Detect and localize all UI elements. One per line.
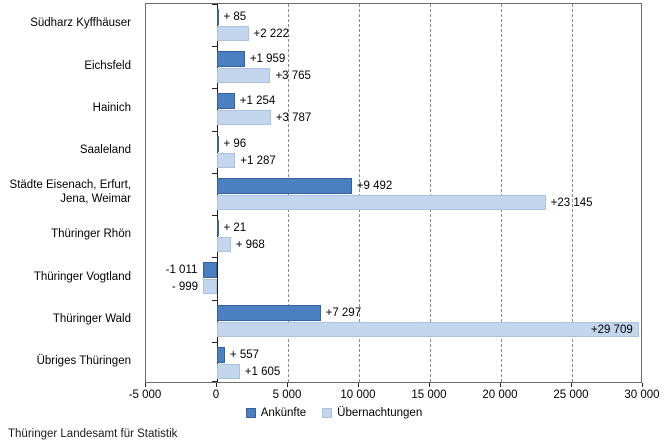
value-label: +1 287	[240, 154, 276, 167]
zero-axis-tick	[212, 215, 217, 217]
category-label: Hainich	[0, 87, 131, 129]
value-label: +29 709	[590, 323, 633, 336]
x-tick-label: 0	[212, 389, 220, 401]
value-label: + 96	[223, 137, 247, 150]
value-label: +9 492	[356, 179, 393, 192]
value-label: + 21	[223, 222, 247, 235]
value-label: + 557	[229, 348, 260, 361]
legend-label-uebernachtungen: Übernachtungen	[337, 407, 423, 419]
y-axis-labels: Südharz Kyffhäuser Eichsfeld Hainich Saalel…	[0, 3, 131, 383]
bar-ankünfte-0	[217, 9, 219, 25]
bar-übernachtungen-2	[217, 110, 271, 126]
category-label-line: Eichsfeld	[84, 59, 131, 72]
category-label: Übriges Thüringen	[0, 341, 131, 383]
bar-ankünfte-8	[217, 346, 225, 363]
gridline	[430, 4, 431, 382]
value-label: +3 765	[275, 70, 311, 83]
gridline	[501, 4, 502, 382]
x-axis-tick	[358, 383, 359, 387]
bar-übernachtungen-4	[217, 194, 546, 210]
category-label: Städte Eisenach, Erfurt, Jena, Weimar	[0, 172, 131, 214]
zero-axis-tick	[212, 341, 217, 343]
zero-axis-tick	[212, 130, 217, 132]
legend-swatch-uebernachtungen	[322, 408, 333, 418]
category-label-line: Thüringer Vogtland	[33, 270, 131, 283]
bar-übernachtungen-3	[217, 152, 236, 168]
value-label: +1 959	[249, 53, 286, 66]
x-axis-tick	[642, 383, 643, 387]
value-label: +3 787	[275, 112, 312, 125]
source-note: Thüringer Landesamt für Statistik	[8, 428, 178, 440]
x-tick-label: -5 000	[128, 389, 162, 401]
zero-axis-tick	[212, 4, 217, 5]
bar-ankünfte-4	[217, 177, 352, 194]
x-axis-labels: -5 000 0 5 000 10 000 15 000 20 000 25 000 30 0…	[129, 389, 660, 403]
bar-ankünfte-1	[217, 51, 245, 68]
legend-item-uebernachtungen: Übernachtungen	[322, 407, 422, 419]
zero-axis-tick	[212, 46, 217, 48]
bar-ankünfte-2	[217, 93, 235, 110]
legend: Ankünfte Übernachtungen	[0, 407, 668, 419]
value-label: -1 011	[165, 264, 198, 277]
x-tick-label: 5 000	[272, 389, 302, 401]
legend-item-ankuenfte: Ankünfte	[245, 407, 307, 419]
gridline	[572, 4, 573, 382]
gridline	[359, 4, 360, 382]
category-label-line: Jena, Weimar	[60, 192, 131, 205]
bar-übernachtungen-1	[217, 68, 271, 84]
zero-axis-tick	[212, 172, 217, 174]
category-label-line: Übriges Thüringen	[36, 355, 131, 368]
category-label-line: Hainich	[92, 101, 131, 114]
x-axis-tick	[287, 383, 288, 387]
plot-area: + 85 +1 959 +1 254 + 96 +9 492 + 21 -1 011 +7 2…	[145, 3, 642, 383]
category-label-line: Saaleland	[79, 144, 131, 157]
x-axis-tick	[216, 383, 217, 387]
value-label: +2 222	[253, 28, 290, 40]
x-axis-tick	[500, 383, 501, 387]
bar-übernachtungen-8	[217, 363, 240, 379]
x-tick-label: 10 000	[340, 389, 376, 401]
value-label: +1 254	[239, 95, 276, 108]
bar-übernachtungen-5	[217, 237, 231, 253]
category-label: Südharz Kyffhäuser	[0, 3, 131, 45]
bar-ankünfte-6	[202, 262, 217, 279]
category-label: Thüringer Wald	[0, 299, 131, 341]
value-label: +23 145	[550, 196, 593, 209]
x-tick-label: 15 000	[411, 389, 447, 401]
value-label: - 999	[171, 281, 199, 294]
value-label: + 85	[223, 11, 247, 23]
x-axis-tick	[571, 383, 572, 387]
x-tick-label: 25 000	[553, 389, 589, 401]
category-label-line: Thüringer Wald	[52, 312, 131, 325]
category-label-line: Städte Eisenach, Erfurt,	[9, 179, 131, 192]
x-tick-label: 20 000	[482, 389, 518, 401]
x-axis-tick	[429, 383, 430, 387]
category-label-line: Thüringer Rhön	[51, 228, 131, 241]
zero-axis-tick	[212, 381, 217, 382]
bar-übernachtungen-0	[217, 26, 249, 41]
category-label: Thüringer Rhön	[0, 214, 131, 256]
zero-axis-tick	[212, 88, 217, 90]
value-label: + 968	[235, 239, 265, 252]
category-label: Eichsfeld	[0, 45, 131, 87]
x-axis-ticks	[145, 383, 643, 389]
category-label: Saaleland	[0, 130, 131, 172]
x-axis-tick	[145, 383, 146, 387]
value-label: +1 605	[244, 365, 281, 378]
bar-ankünfte-3	[217, 135, 219, 152]
zero-axis-tick	[212, 299, 217, 301]
bar-übernachtungen-6	[202, 279, 217, 295]
x-tick-label: 30 000	[624, 389, 660, 401]
value-label: +7 297	[325, 306, 362, 319]
zero-axis-tick	[212, 257, 217, 259]
bar-ankünfte-7	[217, 304, 321, 321]
legend-swatch-ankuenfte	[245, 408, 256, 418]
bar-übernachtungen-7	[217, 321, 639, 337]
legend-label-ankuenfte: Ankünfte	[260, 407, 307, 419]
bar-ankünfte-5	[217, 220, 219, 237]
category-label-line: Südharz Kyffhäuser	[30, 17, 131, 30]
category-label: Thüringer Vogtland	[0, 256, 131, 298]
